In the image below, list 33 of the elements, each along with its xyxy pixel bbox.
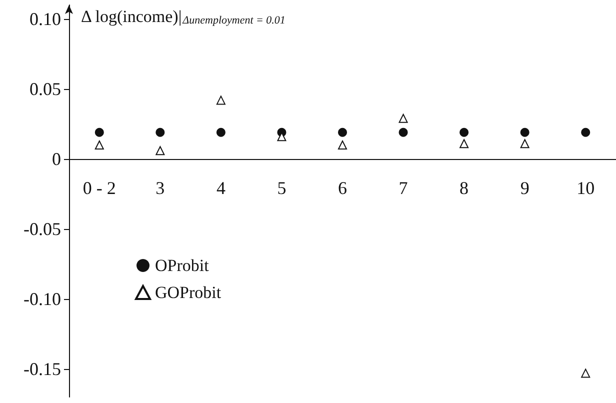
x-tick-label: 10: [576, 178, 595, 198]
x-tick-label: 5: [277, 178, 286, 198]
y-tick-label: 0.10: [30, 9, 61, 29]
point: [156, 128, 165, 137]
legend-label: GOProbit: [155, 283, 222, 302]
point: [581, 368, 590, 378]
point: [460, 139, 469, 148]
point: [94, 140, 104, 150]
y-tick-label: 0: [52, 149, 61, 169]
point: [156, 146, 165, 156]
x-tick-label: 8: [460, 178, 469, 198]
x-tick-label: 4: [216, 178, 226, 198]
x-tick-label: 0 - 2: [82, 178, 116, 198]
y-tick-label: -0.15: [24, 359, 61, 379]
point: [216, 128, 226, 137]
point: [338, 128, 347, 137]
point: [398, 114, 408, 123]
point: [338, 140, 347, 150]
x-tick-label: 9: [520, 178, 530, 198]
point: [520, 128, 530, 137]
x-tick-label: 7: [398, 178, 408, 198]
point: [520, 139, 530, 148]
point: [398, 128, 408, 137]
point: [94, 128, 104, 137]
x-tick-label: 6: [338, 178, 347, 198]
y-tick-label: -0.10: [24, 289, 61, 309]
y-tick-label: 0.05: [30, 79, 61, 99]
point: [216, 96, 226, 105]
point: [460, 128, 469, 137]
x-tick-label: 3: [156, 178, 165, 198]
point: [581, 128, 590, 137]
y-tick-label: -0.05: [24, 219, 61, 239]
legend-label: OProbit: [155, 256, 210, 275]
